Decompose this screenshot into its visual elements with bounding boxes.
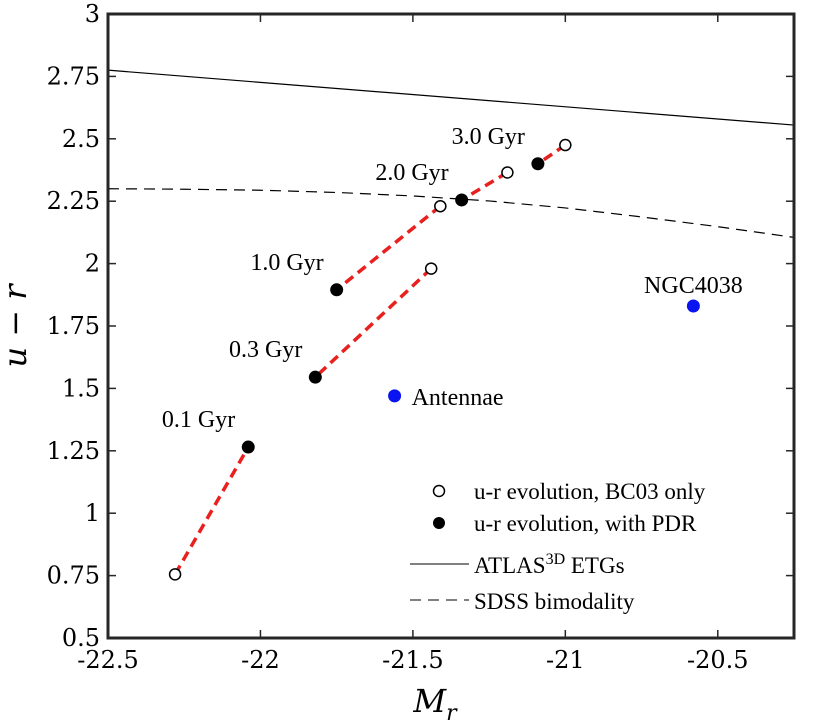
y-tick-label: 2 <box>85 250 100 278</box>
data-points <box>168 138 700 581</box>
y-tick-label: 0.5 <box>62 624 100 652</box>
bc03-point <box>434 199 447 213</box>
evolution-segment <box>460 170 509 202</box>
x-tick-label: -22 <box>241 646 280 674</box>
y-tick-label: 1.25 <box>47 437 100 465</box>
y-tick-label: 1.75 <box>47 312 100 340</box>
y-tick-labels: 0.5 0.75 1 1.25 1.5 1.75 2 2.25 2.5 2.75 3 <box>47 0 100 652</box>
axis-ticks <box>107 13 794 639</box>
galaxy-label: Antennae <box>412 385 504 411</box>
galaxy-point <box>686 299 700 313</box>
bc03-point <box>559 138 572 152</box>
x-tick-labels: -22.5 -22 -21.5 -21 -20.5 <box>77 646 748 674</box>
evolution-segment <box>335 204 442 292</box>
pdr-point <box>308 370 322 384</box>
atlas3d-etg-line <box>108 69 794 126</box>
legend-label-atlas: ATLAS3D ETGs <box>474 551 625 578</box>
bc03-point <box>501 166 514 179</box>
y-tick-label: 1 <box>85 499 100 527</box>
legend-marker-filled <box>433 517 445 529</box>
plot-frame <box>106 12 796 640</box>
x-tick-label: -21 <box>546 646 585 674</box>
sdss-bimodality-line <box>108 188 794 238</box>
y-tick-label: 1.5 <box>62 374 100 402</box>
legend: u-r evolution, BC03 only u-r evolution, … <box>410 479 706 614</box>
y-axis-title: u − r <box>0 283 34 368</box>
x-tick-label: -21.5 <box>382 646 444 674</box>
reference-lines <box>108 69 794 238</box>
y-tick-label: 2.25 <box>47 187 100 215</box>
y-tick-label: 2.75 <box>47 62 100 90</box>
pdr-point <box>330 283 344 297</box>
x-tick-label: -20.5 <box>687 646 749 674</box>
legend-marker-open <box>432 484 446 498</box>
legend-label-pdr: u-r evolution, with PDR <box>474 511 697 536</box>
legend-label-bc03: u-r evolution, BC03 only <box>474 479 706 504</box>
evolution-segment <box>173 446 250 576</box>
x-tick-label: -22.5 <box>77 646 139 674</box>
y-tick-label: 2.5 <box>62 125 100 153</box>
pdr-point <box>241 440 255 454</box>
age-label: 2.0 Gyr <box>375 160 448 186</box>
pdr-point <box>531 157 545 171</box>
age-label: 0.3 Gyr <box>229 337 302 363</box>
evolution-segment <box>314 267 433 379</box>
galaxy-point <box>388 389 402 403</box>
age-label: 0.1 Gyr <box>162 407 235 433</box>
age-label: 1.0 Gyr <box>250 250 323 276</box>
pdr-point <box>455 193 469 207</box>
y-tick-label: 3 <box>85 0 100 28</box>
bc03-point <box>424 262 438 275</box>
bc03-point <box>168 568 182 581</box>
age-label: 3.0 Gyr <box>452 124 525 150</box>
legend-label-sdss: SDSS bimodality <box>474 589 635 614</box>
x-axis-title: Mr <box>412 682 458 726</box>
y-tick-label: 0.75 <box>47 562 100 590</box>
galaxy-label: NGC4038 <box>644 273 743 299</box>
